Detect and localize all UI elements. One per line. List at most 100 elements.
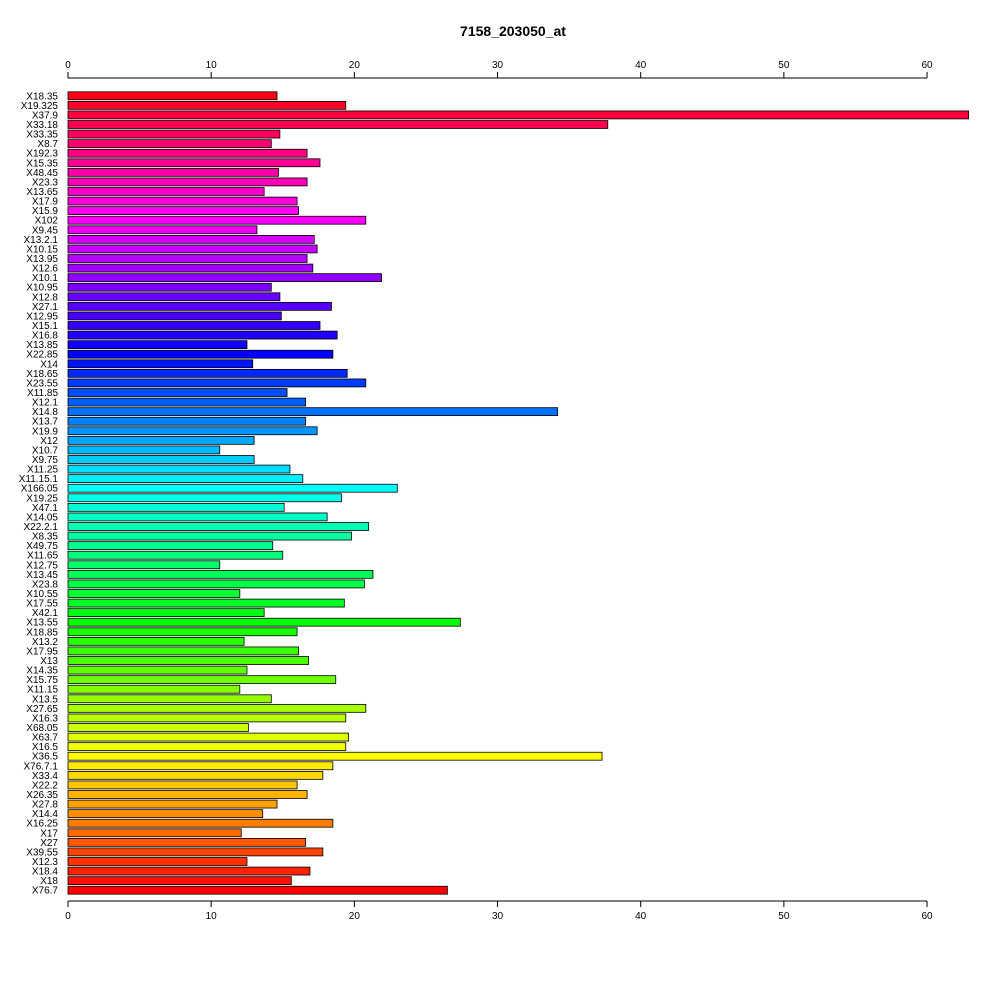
bar-X10.95 — [67, 282, 272, 292]
bar-X11.15 — [67, 684, 241, 694]
bar-X14 — [67, 359, 254, 369]
bar-X27.8 — [67, 799, 278, 809]
bar-X22.85 — [67, 349, 334, 359]
category-label: X192.3 — [26, 149, 58, 160]
bottom-x-axis: 0 10 20 30 40 50 60 — [65, 900, 933, 922]
category-label: X22.2.1 — [24, 522, 59, 533]
category-label: X63.7 — [32, 733, 59, 744]
category-label: X9.45 — [32, 225, 59, 236]
category-label: X37.9 — [32, 110, 59, 121]
category-label: X12 — [40, 436, 58, 447]
bar-X47.1 — [67, 502, 285, 512]
category-label: X15.1 — [32, 321, 59, 332]
bar-X14.35 — [67, 665, 248, 675]
bar-X15.1 — [67, 321, 321, 330]
category-label: X16.25 — [26, 819, 58, 830]
category-label: X23.8 — [32, 579, 59, 590]
bar-X11.65 — [67, 550, 284, 560]
bar-X13.2 — [67, 636, 245, 646]
category-label: X10.95 — [26, 283, 58, 294]
category-label: X18.4 — [32, 867, 59, 878]
category-label: X166.05 — [21, 484, 59, 495]
category-label: X16.8 — [32, 331, 59, 342]
bar-X68.05 — [67, 723, 249, 732]
category-label: X76.7 — [32, 886, 59, 897]
bar-X13.2.1 — [67, 234, 315, 244]
category-label: X14.8 — [32, 407, 59, 418]
category-label: X23.55 — [26, 378, 58, 389]
bar-X11.25 — [67, 464, 291, 474]
bar-X23.8 — [67, 579, 365, 589]
chart-title: 7158_203050_at — [460, 23, 566, 39]
category-label: X14 — [40, 359, 58, 370]
bar-X23.55 — [67, 378, 367, 388]
category-label: X17 — [40, 828, 58, 839]
category-label: X42.1 — [32, 608, 59, 619]
bar-X8.7 — [67, 139, 272, 149]
category-label: X18.85 — [26, 627, 58, 638]
category-label: X27.1 — [32, 302, 59, 313]
tick-label: 50 — [778, 911, 790, 922]
bar-X9.45 — [67, 225, 258, 235]
category-label: X11.85 — [27, 388, 58, 399]
category-label: X15.9 — [32, 206, 59, 217]
category-label: X19.325 — [21, 101, 59, 112]
category-label: X19.9 — [32, 426, 59, 437]
bar-X27.65 — [67, 703, 367, 713]
category-label: X68.05 — [26, 723, 58, 734]
bar-X192.3 — [67, 148, 308, 158]
tick-label: 40 — [635, 60, 647, 71]
tick-label: 0 — [65, 60, 71, 71]
category-label: X13.85 — [26, 340, 58, 351]
bar-X18.65 — [67, 368, 348, 378]
category-label: X11.25 — [27, 465, 58, 476]
bar-X16.8 — [67, 330, 338, 340]
bar-X12.75 — [67, 560, 221, 570]
tick-label: 60 — [921, 60, 933, 71]
category-label: X10.55 — [26, 589, 58, 600]
category-label: X33.35 — [26, 130, 58, 141]
category-label: X48.45 — [26, 168, 58, 179]
tick-label: 10 — [206, 60, 218, 71]
category-label: X8.7 — [37, 139, 58, 150]
bar-X16.3 — [67, 713, 347, 723]
bar-X17 — [67, 828, 242, 838]
category-label: X18 — [40, 876, 58, 887]
bar-X11.15.1 — [67, 474, 304, 484]
bar-X13.7 — [67, 416, 307, 426]
category-label: X33.18 — [26, 120, 58, 131]
bar-X76.7.1 — [67, 761, 334, 771]
category-label: X36.5 — [32, 752, 59, 763]
bar-X26.35 — [67, 790, 308, 799]
bar-X10.7 — [67, 445, 221, 455]
tick-label: 20 — [349, 60, 361, 71]
category-label: X39.55 — [26, 847, 58, 858]
category-label: X14.35 — [26, 666, 58, 677]
bar-X12.3 — [67, 857, 248, 866]
category-label: X11.15 — [27, 685, 58, 696]
bar-X15.75 — [67, 675, 337, 685]
category-label: X17.55 — [26, 599, 58, 610]
category-label: X19.25 — [26, 493, 58, 504]
bar-X12 — [67, 435, 255, 445]
category-label: X23.3 — [32, 177, 59, 188]
category-label: X12.6 — [32, 264, 59, 275]
category-label: X47.1 — [32, 503, 59, 514]
bar-X27.1 — [67, 301, 332, 311]
category-label: X15.75 — [26, 675, 58, 686]
category-label: X13 — [40, 656, 58, 667]
bar-X14.4 — [67, 809, 264, 819]
category-label: X14.05 — [26, 512, 58, 523]
bar-X14.8 — [67, 407, 559, 417]
bar-X10.55 — [67, 589, 241, 598]
category-label: X12.1 — [32, 398, 59, 409]
category-label: X102 — [35, 216, 59, 227]
category-label: X27 — [40, 838, 58, 849]
bar-X10.1 — [67, 273, 382, 283]
category-label: X17.9 — [32, 197, 59, 208]
bar-X13.45 — [67, 569, 374, 579]
category-label: X27.8 — [32, 800, 59, 811]
category-label: X13.95 — [26, 254, 58, 265]
bar-X36.5 — [67, 751, 603, 761]
category-label: X13.2 — [32, 637, 59, 648]
